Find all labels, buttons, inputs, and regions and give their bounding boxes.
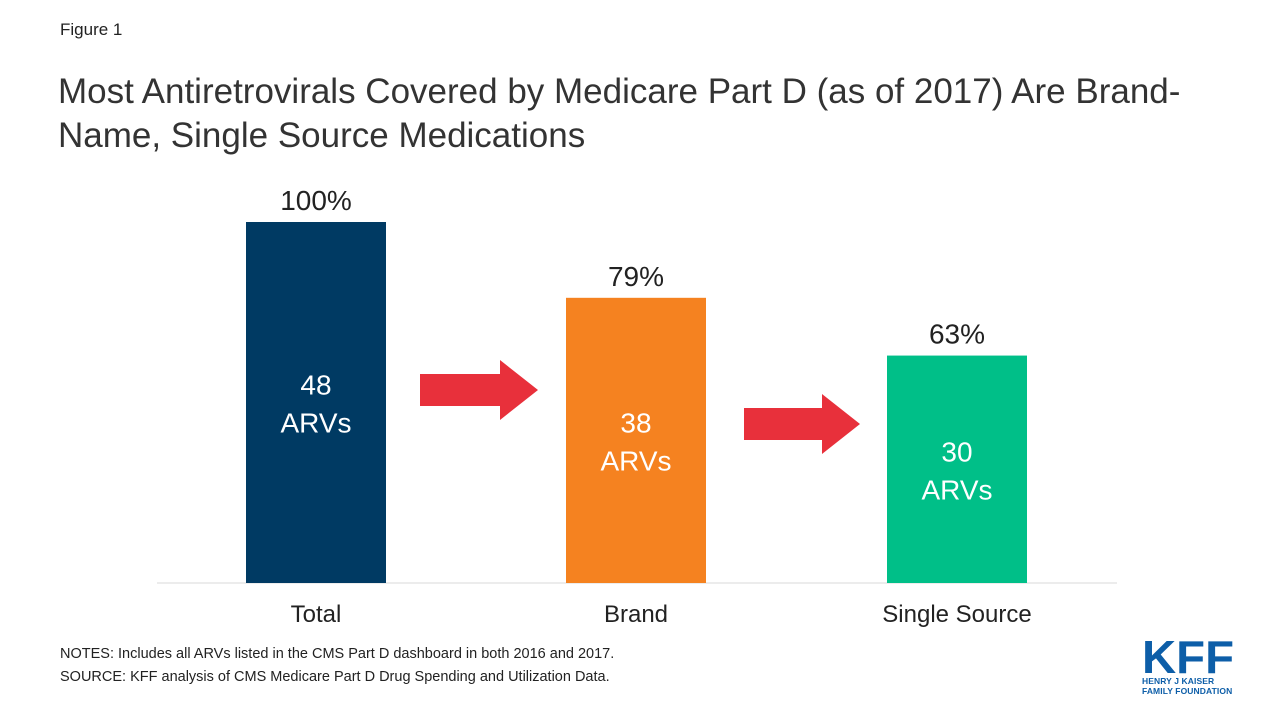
kff-logo-mark: KFF [1142,636,1234,676]
category-label-brand: Brand [604,601,668,628]
chart-title: Most Antiretrovirals Covered by Medicare… [58,72,1181,155]
kff-logo: KFF HENRY J KAISER FAMILY FOUNDATION [1142,636,1236,696]
bar-single-source [887,355,1027,583]
flow-arrow-2 [744,394,860,454]
value-label-single-source: 63% [929,319,985,350]
svg-text:KFF: KFF [1142,636,1234,676]
bar-brand [566,297,706,583]
value-label-brand: 79% [608,261,664,292]
figure-label: Figure 1 [60,20,123,39]
category-label-single-source: Single Source [882,601,1031,628]
notes-text: NOTES: Includes all ARVs listed in the C… [60,646,615,662]
value-label-total: 100% [280,185,352,216]
inner-label-brand-2: ARVs [600,445,671,476]
inner-label-single-source-1: 30 [941,436,972,467]
inner-label-brand-1: 38 [620,407,651,438]
inner-label-total-1: 48 [300,370,331,401]
bar-chart: 100% 48 ARVs Total 79% 38 ARVs Brand 63% 30 ARVs Si… [157,185,1117,628]
inner-label-total-2: ARVs [280,408,351,439]
category-label-total: Total [291,601,342,628]
flow-arrow-1 [420,360,538,420]
logo-line-2: FAMILY FOUNDATION [1142,686,1233,696]
bar-total [246,222,386,583]
logo-line-1: HENRY J KAISER [1142,676,1215,686]
notes-block: NOTES: Includes all ARVs listed in the C… [60,643,614,689]
source-text: SOURCE: KFF analysis of CMS Medicare Par… [60,669,610,685]
inner-label-single-source-2: ARVs [921,474,992,505]
